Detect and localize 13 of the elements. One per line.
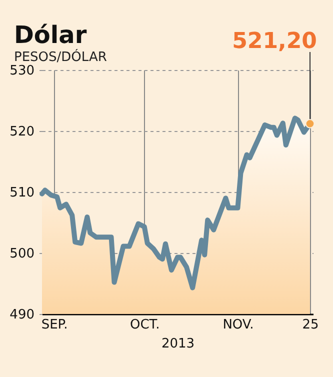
x-tick-label: 25 [302, 318, 319, 332]
x-tick-label: SEP. [41, 318, 68, 332]
x-axis-title: 2013 [161, 336, 195, 352]
annotation: 521,20 [232, 29, 317, 54]
chart-title: Dólar [14, 21, 87, 49]
x-tick-label: OCT. [130, 318, 160, 332]
y-tick-label: 520 [10, 124, 34, 140]
x-tick-label: NOV. [222, 318, 254, 332]
y-tick-label: 530 [10, 64, 34, 78]
y-tick-label: 500 [10, 246, 34, 262]
y-tick-label: 490 [10, 308, 34, 322]
chart-subtitle: PESOS/DÓLAR [14, 48, 107, 65]
y-tick-label: 510 [10, 186, 34, 200]
